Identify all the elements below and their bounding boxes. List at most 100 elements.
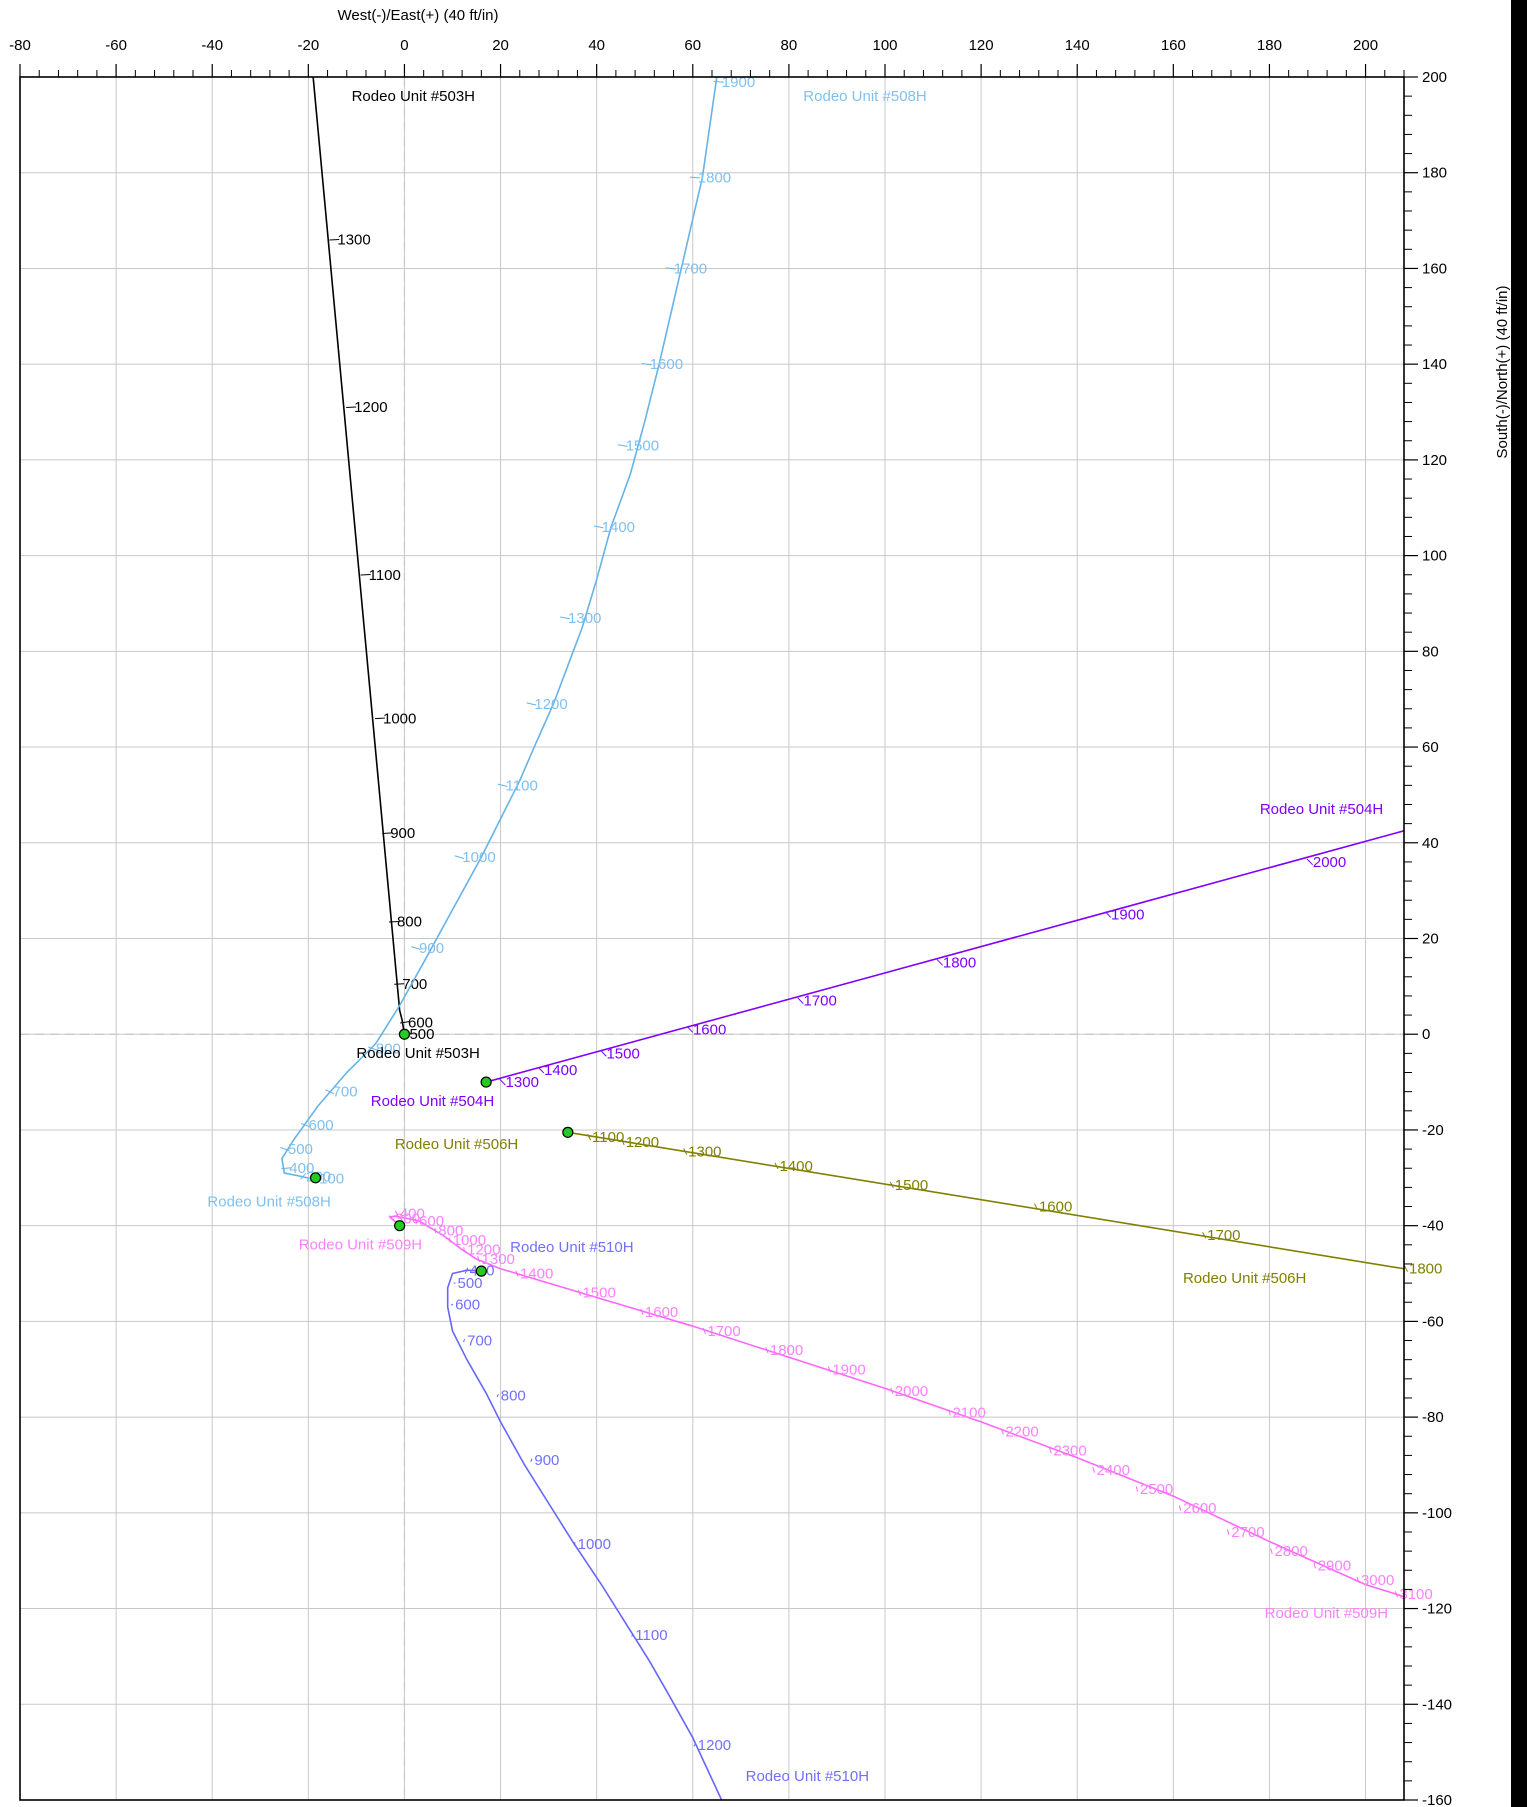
- md-label: 1400: [602, 519, 635, 536]
- md-tick: [1034, 1203, 1038, 1210]
- md-tick: [936, 959, 944, 966]
- md-label: 1700: [1207, 1227, 1240, 1244]
- md-label: 900: [419, 940, 444, 957]
- md-tick: [765, 1347, 769, 1354]
- md-label: 1200: [534, 696, 567, 713]
- md-label: 2500: [1140, 1481, 1173, 1498]
- md-tick: [530, 1458, 533, 1462]
- md-label: 1100: [635, 1627, 667, 1644]
- md-label: 1500: [582, 1285, 615, 1302]
- md-tick: [368, 1046, 378, 1051]
- md-tick: [620, 1138, 625, 1146]
- md-label: 600: [455, 1297, 480, 1314]
- md-tick: [948, 1409, 951, 1416]
- md-label: 1700: [707, 1323, 740, 1340]
- md-label: 1300: [688, 1143, 721, 1160]
- md-label: 2700: [1231, 1524, 1264, 1541]
- y-tick-label: -60: [1422, 1313, 1444, 1330]
- md-tick: [281, 1167, 292, 1170]
- md-tick: [702, 1327, 706, 1334]
- md-label: 3000: [1361, 1572, 1394, 1589]
- y-tick-label: 100: [1422, 548, 1447, 565]
- y-tick-label: 20: [1422, 931, 1439, 948]
- md-label: 1800: [698, 170, 731, 187]
- md-label: 1000: [462, 849, 495, 866]
- md-label: 1800: [943, 954, 976, 971]
- md-label: 1800: [770, 1342, 803, 1359]
- well-path-line: [312, 76, 406, 1035]
- md-label: 2800: [1274, 1543, 1307, 1560]
- md-label: 1700: [804, 993, 837, 1010]
- well-path-line: [567, 1131, 1405, 1270]
- y-tick-label: -140: [1422, 1696, 1452, 1713]
- md-tick: [774, 1162, 779, 1170]
- md-label: 700: [467, 1333, 492, 1350]
- y-tick-label: 0: [1422, 1026, 1430, 1043]
- well-name-label: Rodeo Unit #503H: [352, 88, 475, 105]
- x-tick-label: 20: [492, 37, 509, 54]
- x-tick-label: 40: [588, 37, 605, 54]
- md-label: 1100: [592, 1129, 624, 1146]
- well-name-label: Rodeo Unit #506H: [1183, 1270, 1306, 1287]
- md-tick: [329, 238, 340, 241]
- well-path-2: 1300 1400 1500 1600 1700 1800 1900 2000: [480, 830, 1405, 1091]
- y-tick-label: 180: [1422, 165, 1447, 182]
- md-label: 1100: [506, 777, 538, 794]
- md-label: 2600: [1183, 1500, 1216, 1517]
- md-tick: [400, 1021, 410, 1024]
- md-tick: [683, 1148, 688, 1155]
- md-label: 1200: [354, 399, 387, 416]
- md-label: 800: [376, 1041, 401, 1058]
- md-label: 500: [458, 1275, 483, 1292]
- y-tick-label: 140: [1422, 356, 1447, 373]
- md-tick: [641, 362, 652, 366]
- well-name-label: Rodeo Unit #504H: [371, 1093, 494, 1110]
- md-tick: [1394, 1591, 1398, 1598]
- md-tick: [631, 1633, 634, 1637]
- md-tick: [693, 1743, 696, 1747]
- x-tick-label: -20: [297, 37, 319, 54]
- md-label: 1300: [337, 232, 370, 249]
- md-tick: [346, 406, 357, 409]
- md-tick: [1202, 1232, 1207, 1239]
- md-label: 800: [397, 914, 422, 931]
- y-tick-label: 40: [1422, 835, 1439, 852]
- md-tick: [394, 983, 405, 985]
- md-label: 1400: [779, 1158, 812, 1175]
- well-paths: 500 600 700 800 900 1000 1100 1200 1300 1300 1400 1…: [280, 74, 1442, 1801]
- md-label: 1200: [698, 1737, 731, 1754]
- md-label: 900: [534, 1452, 559, 1469]
- md-label: 1900: [722, 74, 755, 91]
- md-label: 1500: [895, 1177, 928, 1194]
- x-tick-label: 0: [400, 37, 408, 54]
- y-tick-label: -160: [1422, 1792, 1452, 1807]
- md-tick: [450, 1303, 454, 1306]
- md-label: 1300: [482, 1251, 515, 1268]
- md-tick: [537, 1066, 545, 1074]
- md-tick: [827, 1366, 831, 1373]
- x-tick-label: 120: [969, 37, 994, 54]
- y-tick-label: 200: [1422, 69, 1447, 86]
- right-edge-bar: [1511, 0, 1527, 1807]
- md-tick: [1270, 1548, 1273, 1554]
- md-tick: [1313, 1562, 1316, 1569]
- y-axis: 200180160140120100806040200-20-40-60-80-…: [1404, 69, 1452, 1807]
- md-tick: [515, 1270, 519, 1277]
- md-tick: [389, 1215, 395, 1222]
- md-label: 1300: [568, 610, 601, 627]
- md-tick: [1226, 1529, 1230, 1535]
- x-tick-label: 200: [1353, 37, 1378, 54]
- md-label: 400: [400, 1206, 425, 1223]
- md-tick: [600, 1050, 607, 1057]
- md-label: 900: [390, 825, 415, 842]
- x-tick-label: 180: [1257, 37, 1282, 54]
- x-tick-label: -40: [201, 37, 223, 54]
- well-name-label: Rodeo Unit #510H: [510, 1239, 633, 1256]
- y-tick-label: -20: [1422, 1122, 1444, 1139]
- grid-lines: [19, 76, 1404, 1801]
- well-path-line: [485, 830, 1405, 1083]
- md-tick: [560, 616, 570, 620]
- md-tick: [577, 1289, 582, 1296]
